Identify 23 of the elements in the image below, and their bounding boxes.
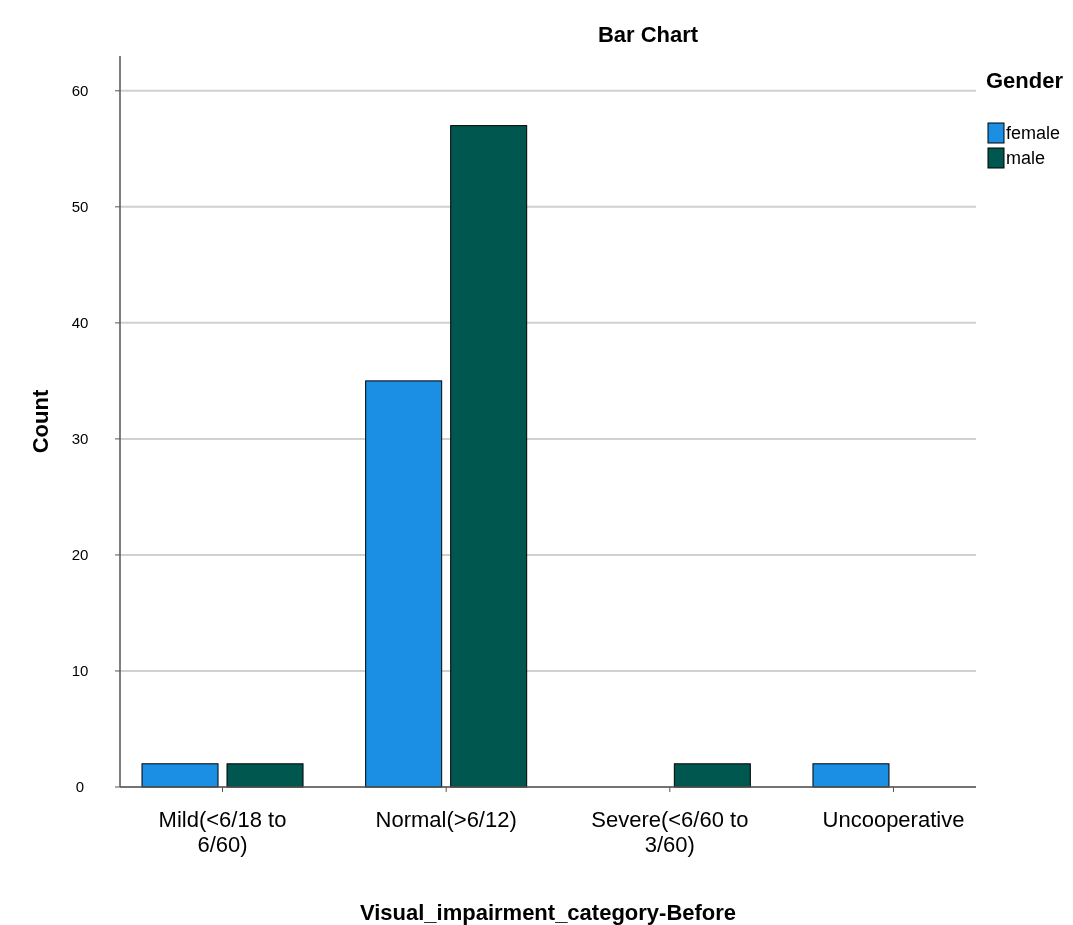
bar — [365, 380, 443, 788]
y-tick-label: 20 — [71, 546, 89, 564]
y-tick-label: 0 — [75, 778, 85, 796]
bar — [673, 763, 751, 788]
legend-label: male — [1006, 148, 1046, 169]
bar — [141, 763, 219, 788]
bar — [226, 763, 304, 788]
chart-title: Bar Chart — [597, 22, 699, 47]
legend-title: Gender — [986, 68, 1064, 93]
y-tick-label: 40 — [71, 314, 89, 332]
x-tick-label: Uncooperative — [822, 807, 965, 832]
x-tick-label: Normal(>6/12) — [375, 807, 517, 832]
y-axis-title: Count — [28, 389, 53, 454]
y-tick-label: 30 — [71, 430, 89, 448]
x-tick-label: Mild(<6/18 to 6/60) — [158, 807, 287, 857]
y-tick-label: 50 — [71, 198, 89, 216]
bar — [450, 125, 528, 788]
bar — [812, 763, 890, 788]
legend-label: female — [1006, 123, 1061, 144]
x-axis-title: Visual_impairment_category-Before — [359, 900, 737, 925]
y-tick-label: 60 — [71, 82, 89, 100]
x-tick-label: Severe(<6/60 to 3/60) — [591, 807, 749, 857]
y-tick-label: 10 — [71, 662, 89, 680]
